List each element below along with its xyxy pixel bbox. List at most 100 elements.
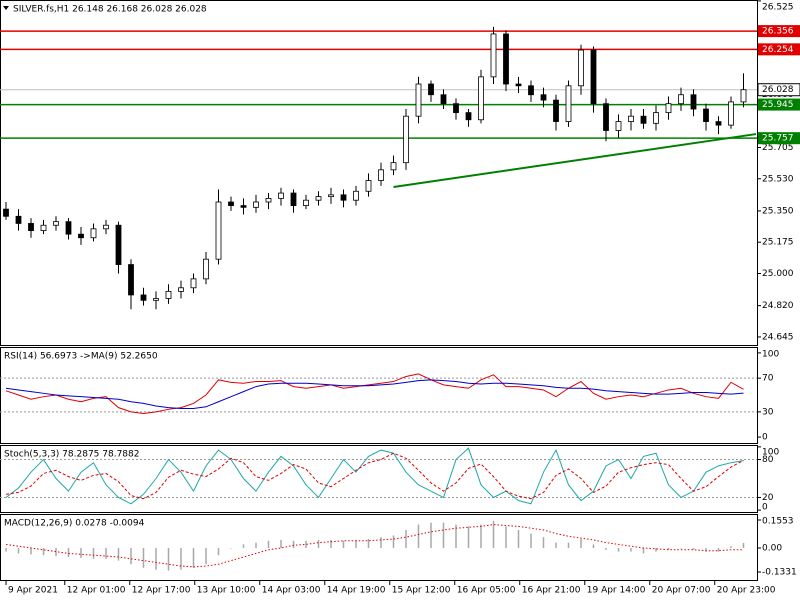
candle-body bbox=[403, 115, 409, 164]
histogram-bar bbox=[42, 548, 45, 556]
candle-body bbox=[715, 121, 722, 126]
histogram-bar bbox=[5, 548, 7, 552]
histogram-bar bbox=[367, 538, 370, 549]
candle-body bbox=[528, 85, 534, 96]
candle-body bbox=[203, 258, 209, 280]
histogram-bar bbox=[30, 548, 32, 555]
last-price-label: 26.028 bbox=[762, 85, 794, 95]
candle-body bbox=[165, 290, 172, 299]
indicator-line bbox=[5, 373, 744, 415]
y-tick-label: -0.1331 bbox=[762, 567, 797, 577]
candle-body bbox=[178, 287, 184, 292]
histogram-bar bbox=[455, 524, 457, 549]
histogram-bar bbox=[717, 548, 720, 552]
histogram-bar bbox=[542, 537, 545, 549]
histogram-bar bbox=[130, 548, 132, 565]
candle-body bbox=[465, 112, 472, 121]
candle-body bbox=[228, 201, 234, 206]
symbol-marker bbox=[3, 6, 9, 10]
y-tick-label: 25.705 bbox=[762, 143, 794, 153]
histogram-bar bbox=[492, 520, 495, 549]
histogram-bar bbox=[55, 548, 57, 557]
candle-body bbox=[290, 192, 297, 206]
histogram-bar bbox=[730, 546, 732, 549]
candle-body bbox=[590, 49, 597, 105]
indicator-line bbox=[5, 447, 744, 505]
histogram-bar bbox=[17, 548, 20, 554]
histogram-bar bbox=[392, 535, 395, 549]
price-label: 25.945 bbox=[762, 100, 794, 110]
candle-body bbox=[78, 233, 84, 239]
histogram-bar bbox=[617, 548, 620, 552]
histogram-bar bbox=[255, 542, 257, 549]
candle-body bbox=[303, 199, 309, 206]
histogram-bar bbox=[92, 548, 95, 559]
y-tick-label: 26.525 bbox=[762, 3, 794, 13]
y-tick-label: 0.1553 bbox=[762, 517, 794, 527]
histogram-bar bbox=[567, 542, 570, 549]
y-tick-label: 24.820 bbox=[762, 301, 794, 311]
histogram-bar bbox=[555, 542, 557, 549]
candle-body bbox=[540, 94, 547, 101]
candle-body bbox=[553, 99, 559, 122]
y-tick-label: 25.350 bbox=[762, 206, 794, 216]
y-tick-label: 30 bbox=[762, 407, 774, 417]
histogram-bar bbox=[517, 529, 520, 549]
histogram-bar bbox=[155, 548, 157, 570]
candle-body bbox=[740, 89, 747, 103]
candle-body bbox=[315, 196, 322, 201]
x-tick-label: 20 Apr 23:00 bbox=[717, 586, 776, 596]
histogram-bar bbox=[242, 544, 245, 549]
candle-body bbox=[665, 103, 672, 114]
histogram-bar bbox=[355, 539, 357, 549]
candle-body bbox=[578, 49, 584, 87]
candle-body bbox=[40, 224, 47, 231]
candle-body bbox=[415, 83, 422, 117]
y-tick-label: 25.530 bbox=[762, 174, 794, 184]
candle-body bbox=[278, 192, 284, 199]
x-tick-label: 16 Apr 05:00 bbox=[457, 586, 516, 596]
price-label: 25.757 bbox=[762, 134, 794, 144]
histogram-bar bbox=[442, 522, 445, 549]
candle-body bbox=[265, 198, 272, 203]
candle-body bbox=[728, 101, 734, 126]
x-tick-label: 16 Apr 21:00 bbox=[522, 586, 581, 596]
candle-body bbox=[565, 85, 572, 122]
histogram-bar bbox=[230, 548, 232, 549]
trendline bbox=[393, 133, 757, 188]
panel-title: Stoch(5,3,3) 78.2875 78.7882 bbox=[4, 450, 139, 460]
candle-body bbox=[28, 223, 34, 231]
histogram-bar bbox=[642, 548, 645, 554]
histogram-bar bbox=[655, 548, 657, 552]
candle-body bbox=[628, 115, 634, 122]
y-tick-label: 0 bbox=[762, 433, 768, 443]
histogram-bar bbox=[530, 533, 532, 549]
candle-body bbox=[653, 112, 659, 124]
histogram-bar bbox=[80, 548, 82, 558]
candle-body bbox=[390, 162, 397, 171]
candle-body bbox=[615, 121, 622, 131]
candle-body bbox=[253, 201, 259, 208]
panel-title: SILVER.fs,H1 26.148 26.168 26.028 26.028 bbox=[13, 5, 207, 15]
x-tick-label: 13 Apr 10:00 bbox=[197, 586, 256, 596]
candle-body bbox=[115, 224, 122, 265]
y-tick-label: 0.00 bbox=[762, 544, 782, 554]
candle-body bbox=[428, 83, 434, 96]
histogram-bar bbox=[605, 548, 607, 550]
histogram-bar bbox=[405, 529, 407, 549]
candle-body bbox=[603, 103, 609, 131]
candle-body bbox=[678, 94, 684, 105]
histogram-bar bbox=[330, 539, 332, 549]
histogram-bar bbox=[180, 548, 182, 570]
histogram-bar bbox=[117, 548, 120, 561]
x-tick-label: 14 Apr 19:00 bbox=[327, 586, 386, 596]
histogram-bar bbox=[705, 548, 707, 552]
histogram-bar bbox=[342, 540, 345, 549]
histogram-bar bbox=[667, 548, 670, 550]
candle-body bbox=[65, 221, 72, 235]
histogram-bar bbox=[742, 542, 745, 549]
histogram-bar bbox=[305, 540, 307, 549]
histogram-bar bbox=[630, 548, 632, 552]
